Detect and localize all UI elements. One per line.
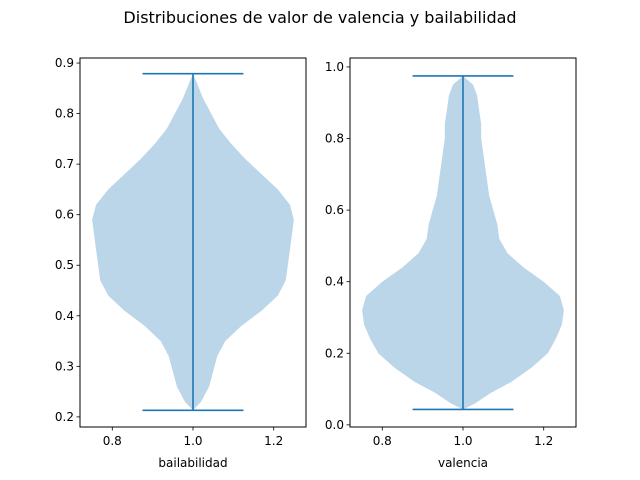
plot-area: [362, 75, 564, 411]
x-tick-label: 1.0: [453, 434, 472, 448]
y-tick-label: 0.8: [55, 107, 74, 121]
chart-title: Distribuciones de valor de valencia y ba…: [123, 8, 516, 27]
x-tick-label: 0.8: [373, 434, 392, 448]
x-tick-label: 1.2: [534, 434, 553, 448]
y-tick-label: 0.5: [55, 258, 74, 272]
violin-panel-valencia: 0.0 0.2 0.4 0.6 0.8 1.0 0.8 1.0 1.2 valencia: [325, 57, 577, 470]
y-tick-label: 0.9: [55, 56, 74, 70]
x-tick-label: 0.8: [103, 434, 122, 448]
y-tick-label: 0.7: [55, 157, 74, 171]
y-axis: 0.0 0.2 0.4 0.6 0.8 1.0: [325, 60, 350, 432]
y-tick-label: 0.0: [325, 418, 344, 432]
y-tick-label: 0.4: [325, 275, 344, 289]
y-tick-label: 0.3: [55, 359, 74, 373]
x-axis: 0.8 1.0 1.2: [103, 427, 283, 448]
violin-panel-bailabilidad: 0.2 0.3 0.4 0.5 0.6 0.7 0.8 0.9 0.8 1.0 1.2 baila…: [55, 56, 307, 470]
y-tick-label: 0.8: [325, 132, 344, 146]
y-tick-label: 0.4: [55, 309, 74, 323]
y-tick-label: 0.6: [55, 208, 74, 222]
y-tick-label: 0.2: [325, 346, 344, 360]
y-tick-label: 0.6: [325, 203, 344, 217]
y-tick-label: 0.2: [55, 410, 74, 424]
y-tick-label: 1.0: [325, 60, 344, 74]
x-tick-label: 1.2: [264, 434, 283, 448]
x-axis-label: valencia: [438, 456, 488, 470]
x-axis: 0.8 1.0 1.2: [373, 427, 553, 448]
x-axis-label: bailabilidad: [158, 456, 227, 470]
y-axis: 0.2 0.3 0.4 0.5 0.6 0.7 0.8 0.9: [55, 56, 80, 424]
plot-area: [92, 72, 294, 412]
x-tick-label: 1.0: [183, 434, 202, 448]
